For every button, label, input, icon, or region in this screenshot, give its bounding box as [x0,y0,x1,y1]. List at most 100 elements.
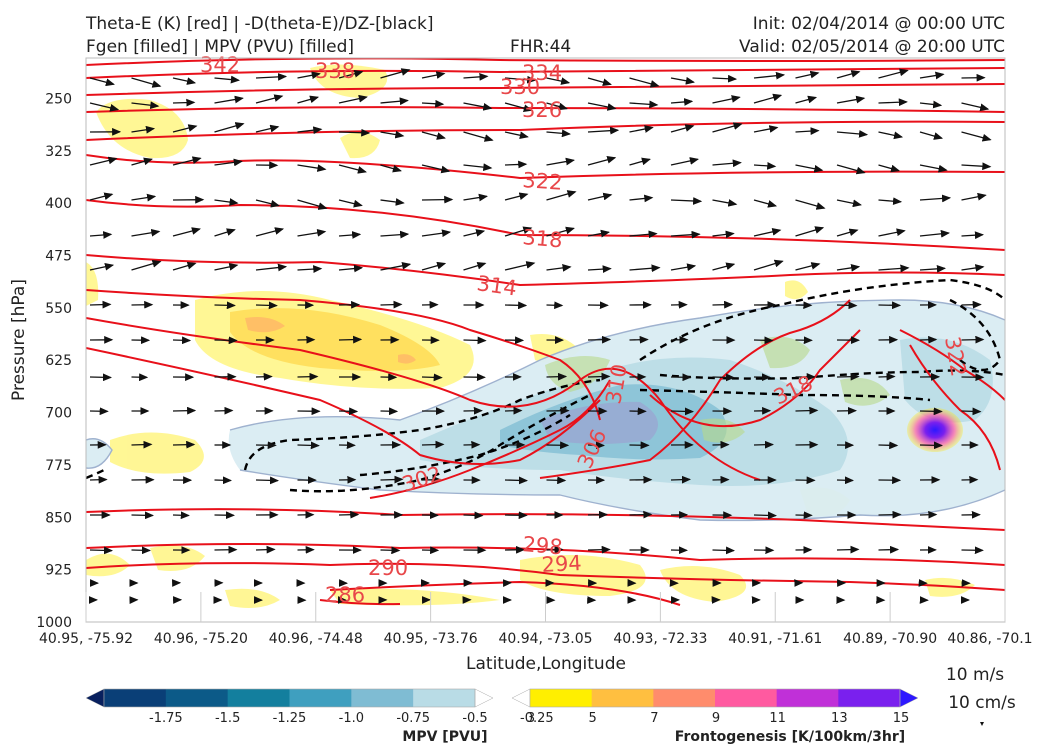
colorbar-frame [103,688,476,708]
wind-vector [753,199,778,208]
wind-vector [89,231,113,239]
wind-vector [338,335,363,344]
wind-vector [878,197,903,206]
wind-vector [131,440,153,449]
colorbar-swatch [104,689,167,707]
wind-vector [338,264,364,273]
wind-vector [587,545,611,554]
mpv-colorbar: -1.75 -1.5 -1.25 -1.0 -0.75 -0.5 -0.25 [85,688,554,726]
wind-vector [297,228,327,237]
theta-e-contour [86,67,1005,79]
y-tick-label: 325 [45,144,72,160]
fgen-colorbar-tick: 3 [527,711,535,726]
wind-vector [670,157,699,166]
wind-vector [172,77,197,85]
wind-vector [338,128,371,137]
wind-vector [297,441,320,450]
contour-label: 286 [325,583,365,607]
theta-e-contour [86,508,1005,531]
colorbar-swatch [85,688,105,708]
wind-vector [836,476,854,485]
wind-vector [919,100,943,109]
wind-vector [795,406,819,415]
wind-vector [380,130,405,139]
mpv-colorbar-tick: -1.75 [149,711,183,726]
wind-vector [753,125,779,133]
x-tick-label: 40.95, -73.76 [384,631,478,647]
wind-vector [255,476,280,485]
wind-vector [504,476,528,485]
fgen-region [245,317,285,333]
theta-e-contour [369,379,611,499]
x-tick-label: 40.93, -72.33 [613,631,707,647]
wind-vector [421,229,452,238]
wind-vector [89,373,112,382]
wind-vector [836,130,869,138]
wind-vector [753,93,783,104]
plot-area: 342 338 334 330 326 322 318 314 310 306 … [85,53,1006,623]
fgen-region [96,98,188,159]
mpv-colorbar-title: MPV [PVU] [402,729,487,745]
wind-vector [463,131,494,142]
wind-vector [836,70,861,79]
theta-e-contour [86,58,1005,66]
wind-vector [421,131,446,140]
wind-vector [255,199,280,208]
wind-vector [131,101,160,110]
wind-vector [504,75,537,84]
wind-vector [421,195,454,204]
wind-vector [878,164,901,173]
y-tick-label: 625 [45,353,72,369]
fgen-region [398,354,416,364]
wind-vector [463,72,489,81]
wind-vector [214,476,232,485]
dashed-contour [359,413,571,477]
wind-vector [670,230,701,239]
wind-vector [214,198,239,206]
dashed-contour [639,278,1005,361]
theta-e-contour [909,344,1001,471]
wind-vector [338,94,368,104]
colorbar-frame [529,688,901,708]
fgen-region [110,432,204,474]
x-tick-label: 40.86, -70.1 [947,631,1032,647]
wind-vector [504,226,533,237]
wind-vector [587,510,608,519]
wind-vector [712,546,736,555]
theta-e-contour [329,580,681,606]
wind-vector [421,261,447,271]
wind-vector [172,511,190,520]
x-tick-label: 40.89, -70.90 [843,631,937,647]
wind-vector [878,131,904,140]
y-tick-label: 925 [45,563,72,579]
colorbar-swatch [530,689,593,707]
wind-vector [670,98,694,106]
dashed-contour [86,468,105,480]
wind-vector [214,301,236,310]
wind-vector [919,441,943,450]
contour-label: 294 [541,551,582,577]
wind-vector [131,546,151,555]
y-tick-label: 550 [45,301,72,317]
wind-vector [712,122,743,133]
fgen-region [230,308,440,371]
fgen-colorbar-tick: 5 [589,711,597,726]
wind-vector [421,99,445,108]
wind-vector [380,475,404,484]
wind-vector [836,301,858,310]
wind-vector [712,199,738,207]
wind-vector [89,475,108,484]
x-tick-label: 40.96, -75.20 [154,631,248,647]
fgen-colorbar: 3 5 7 9 11 13 15 [511,688,919,726]
wind-vector [712,159,742,168]
wind-vector [504,261,536,271]
theta-e-contour [86,254,1005,287]
wind-vector [836,264,861,272]
wind-vector [753,71,786,80]
wind-vector [629,77,660,88]
wind-vector [961,192,987,201]
fgen-colorbar-tick: 9 [712,711,720,726]
wind-vector [172,406,197,415]
x-tick-label: 40.91, -71.61 [728,631,822,647]
